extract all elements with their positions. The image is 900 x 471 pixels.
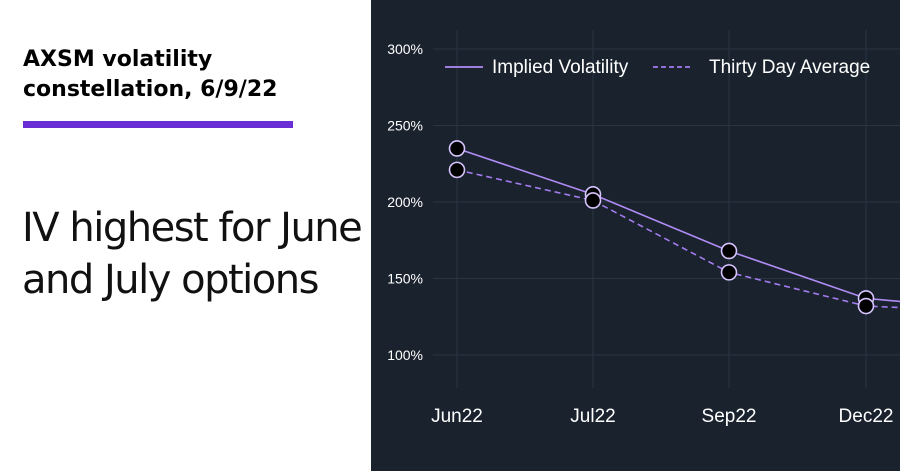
- iv-point-sep22: [720, 242, 738, 260]
- legend-label-implied-volatility: Implied Volatility: [492, 57, 629, 78]
- text-panel: AXSM volatility constellation, 6/9/22 IV…: [0, 0, 371, 471]
- chart-panel: 300% 250% 200% 150% 100% Jun22 Jul22 Sep22 Dec22…: [371, 0, 900, 471]
- avg-point-jul22: [584, 192, 602, 209]
- y-tick-label: 250%: [387, 118, 423, 134]
- avg-point-sep22: [720, 264, 738, 281]
- iv-point-jun22: [448, 140, 466, 157]
- avg-point-dec22: [857, 297, 875, 315]
- x-tick-label: Jun22: [431, 406, 483, 427]
- volatility-chart: 300% 250% 200% 150% 100% Jun22 Jul22 Sep22 Dec22…: [371, 0, 900, 471]
- legend-label-thirty-day-average: Thirty Day Average: [709, 57, 870, 78]
- y-tick-label: 200%: [387, 194, 423, 210]
- y-tick-label: 100%: [387, 347, 423, 363]
- chart-background: [371, 0, 900, 471]
- x-tick-label: Dec22: [839, 406, 894, 427]
- y-tick-label: 150%: [387, 271, 423, 287]
- subhead: IV highest for June and July options: [22, 205, 363, 303]
- accent-bar: [23, 121, 293, 128]
- x-tick-label: Sep22: [702, 406, 757, 427]
- y-tick-label: 300%: [387, 41, 423, 57]
- avg-point-jun22: [448, 161, 466, 179]
- headline: AXSM volatility constellation, 6/9/22: [23, 47, 278, 102]
- x-tick-label: Jul22: [570, 406, 615, 427]
